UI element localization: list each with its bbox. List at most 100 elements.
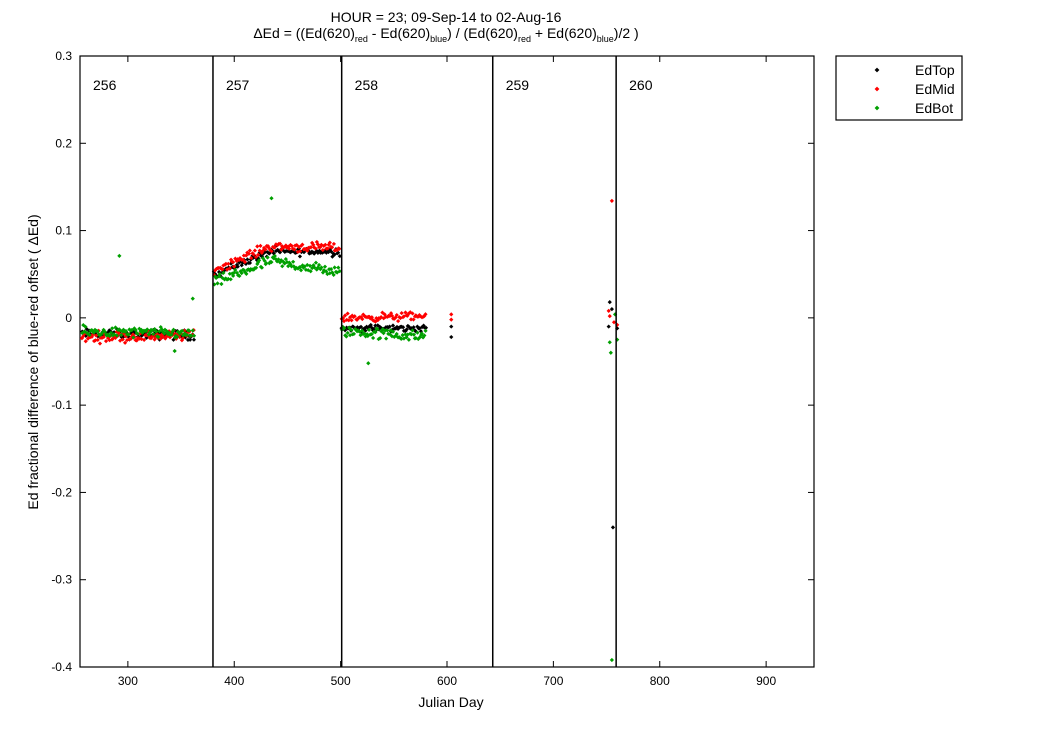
data-point-edbot-40 bbox=[127, 327, 132, 332]
data-point-edtop-170 bbox=[301, 250, 307, 255]
data-point-edbot-160 bbox=[289, 264, 294, 269]
data-point-edbot-229 bbox=[373, 330, 378, 335]
data-point-edmid-260 bbox=[410, 311, 415, 316]
data-point-edbot-47 bbox=[135, 331, 140, 336]
data-point-edbot-278 bbox=[608, 350, 613, 355]
data-point-edtop-183 bbox=[317, 248, 322, 253]
data-point-edbot-267 bbox=[419, 332, 424, 338]
data-point-edmid-109 bbox=[228, 257, 234, 262]
data-point-edtop-94 bbox=[191, 337, 197, 342]
data-point-edmid-166 bbox=[296, 244, 302, 250]
data-point-edmid-180 bbox=[313, 246, 318, 251]
data-point-edtop-225 bbox=[368, 322, 373, 328]
data-point-edbot-236 bbox=[381, 331, 386, 336]
data-point-edmid-212 bbox=[352, 314, 357, 319]
data-point-edmid-192 bbox=[327, 240, 332, 245]
data-point-edbot-188 bbox=[322, 264, 328, 269]
data-point-edbot-64 bbox=[156, 334, 161, 340]
data-point-edbot-148 bbox=[275, 259, 280, 264]
data-point-edbot-224 bbox=[366, 327, 372, 332]
data-point-edtop-263 bbox=[413, 329, 418, 334]
data-point-edbot-73 bbox=[166, 330, 171, 335]
subtitle-sub-red-2: red bbox=[518, 34, 531, 44]
data-point-edbot-226 bbox=[369, 332, 374, 337]
y-axis-label: Ed fractional difference of blue-red off… bbox=[25, 214, 41, 509]
data-point-edmid-140 bbox=[265, 243, 271, 249]
data-point-edtop-141 bbox=[267, 251, 272, 256]
data-point-edbot-135 bbox=[259, 265, 264, 270]
data-point-edbot-107 bbox=[226, 276, 231, 282]
data-point-edbot-167 bbox=[297, 264, 303, 270]
data-point-edmid-18 bbox=[101, 334, 106, 340]
data-point-edmid-253 bbox=[401, 314, 407, 319]
data-point-edbot-277 bbox=[607, 340, 612, 345]
x-axis-label: Julian Day bbox=[418, 694, 483, 710]
data-point-edbot-185 bbox=[319, 265, 324, 270]
data-point-edmid-247 bbox=[394, 312, 399, 318]
data-point-edmid-112 bbox=[232, 264, 237, 269]
data-point-edbot-256 bbox=[405, 332, 410, 337]
plot-frame bbox=[79, 55, 815, 668]
data-point-edbot-96 bbox=[213, 274, 218, 279]
data-point-edbot-28 bbox=[113, 325, 118, 330]
data-point-edbot-171 bbox=[302, 264, 307, 269]
data-point-edbot-164 bbox=[294, 265, 299, 270]
data-point-edmid-275 bbox=[607, 314, 612, 319]
plot-area bbox=[79, 55, 815, 668]
data-point-edbot-191 bbox=[327, 267, 332, 272]
data-point-edmid-229 bbox=[373, 319, 378, 324]
segment-label-256: 256 bbox=[93, 77, 117, 93]
data-point-edmid-274 bbox=[606, 308, 611, 313]
data-point-edmid-277 bbox=[611, 320, 617, 325]
data-point-edbot-43 bbox=[131, 335, 136, 340]
data-point-edmid-186 bbox=[320, 247, 325, 253]
data-point-edmid-162 bbox=[292, 247, 297, 252]
data-point-edmid-190 bbox=[325, 246, 330, 251]
data-point-edbot-59 bbox=[149, 328, 155, 333]
data-point-edmid-194 bbox=[330, 245, 335, 250]
data-point-edmid-142 bbox=[268, 247, 273, 253]
data-point-edtop-50 bbox=[139, 333, 144, 338]
data-point-edmid-150 bbox=[277, 241, 283, 246]
segment-label-260: 260 bbox=[629, 77, 653, 93]
data-point-edmid-243 bbox=[390, 313, 395, 319]
data-point-edmid-261 bbox=[411, 317, 416, 322]
legend-marker-edbot bbox=[874, 105, 880, 111]
data-point-edmid-182 bbox=[315, 242, 320, 247]
data-point-edbot-157 bbox=[286, 264, 291, 269]
data-point-edbot-179 bbox=[312, 265, 317, 270]
data-point-edmid-251 bbox=[399, 310, 404, 316]
data-point-edtop-219 bbox=[360, 326, 366, 332]
data-point-edtop-53 bbox=[142, 331, 147, 336]
data-point-edbot-273 bbox=[190, 296, 195, 301]
data-point-edmid-207 bbox=[346, 318, 351, 323]
segment-labels: 256 257 258 259 260 bbox=[93, 77, 653, 93]
x-tick-label-400: 400 bbox=[224, 674, 244, 688]
data-point-edbot-122 bbox=[244, 271, 249, 276]
data-point-edmid-231 bbox=[375, 318, 381, 323]
data-point-edmid-124 bbox=[246, 251, 251, 256]
data-point-edtop-177 bbox=[309, 249, 315, 254]
data-point-edmid-218 bbox=[360, 316, 365, 322]
data-point-edmid-58 bbox=[148, 336, 154, 341]
subtitle-sub-red-1: red bbox=[355, 34, 368, 44]
data-point-edbot-264 bbox=[415, 330, 420, 335]
data-point-edmid-0 bbox=[79, 336, 85, 341]
x-tick-label-700: 700 bbox=[543, 674, 563, 688]
data-point-edbot-195 bbox=[331, 272, 336, 277]
data-point-edbot-143 bbox=[269, 259, 274, 265]
data-point-edbot-183 bbox=[316, 262, 322, 268]
data-point-edbot-205 bbox=[344, 334, 349, 339]
data-point-edmid-82 bbox=[177, 334, 182, 340]
data-point-edmid-258 bbox=[408, 310, 413, 315]
data-point-edmid-34 bbox=[120, 337, 125, 342]
data-point-edbot-69 bbox=[162, 331, 167, 336]
data-point-edtop-269 bbox=[421, 323, 426, 328]
data-point-edmid-134 bbox=[258, 243, 263, 248]
subtitle-prefix: ΔEd = ((Ed(620) bbox=[253, 25, 355, 41]
data-point-edmid-164 bbox=[294, 243, 299, 248]
data-point-edtop-241 bbox=[387, 324, 392, 329]
data-point-edmid-268 bbox=[419, 315, 425, 320]
data-point-edbot-196 bbox=[332, 265, 337, 270]
data-point-edbot-130 bbox=[253, 265, 259, 270]
